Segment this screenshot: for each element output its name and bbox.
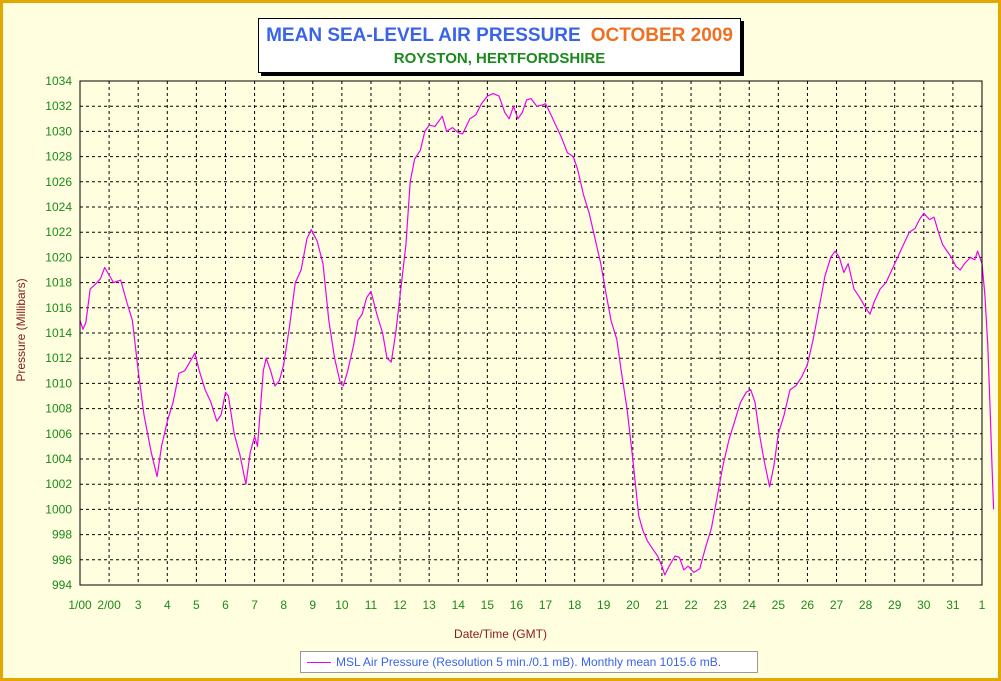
- y-tick-label: 1016: [45, 301, 72, 315]
- series-layer: [79, 93, 995, 576]
- y-tick-label: 1032: [45, 99, 72, 113]
- x-axis-label: Date/Time (GMT): [454, 627, 547, 641]
- y-tick-label: 1002: [45, 477, 72, 491]
- title-main: MEAN SEA-LEVEL AIR PRESSURE: [266, 25, 581, 46]
- x-tick-label: 25: [772, 598, 786, 612]
- chart-subtitle: ROYSTON, HERTFORDSHIRE: [393, 50, 606, 67]
- y-tick-label: 1004: [45, 452, 72, 466]
- x-axis: 1/00 2/00 3 4 5 6 7 8 9 10 11 12 13 14 15 16 17 18 19 20 21 2…: [68, 598, 985, 612]
- y-tick-label: 1020: [45, 250, 72, 264]
- x-tick-label: 1/00: [68, 598, 92, 612]
- y-tick-label: 998: [52, 528, 72, 542]
- y-tick-label: 1030: [45, 124, 72, 138]
- y-tick-label: 1014: [45, 326, 72, 340]
- x-tick-label: 27: [830, 598, 844, 612]
- x-tick-label: 7: [251, 598, 258, 612]
- x-tick-label: 9: [309, 598, 316, 612]
- x-tick-label: 22: [684, 598, 698, 612]
- x-tick-label: 3: [135, 598, 142, 612]
- x-tick-label: 4: [164, 598, 171, 612]
- x-tick-label: 5: [193, 598, 200, 612]
- plot-border: [79, 80, 983, 586]
- y-tick-label: 1018: [45, 276, 72, 290]
- x-tick-label: 14: [452, 598, 466, 612]
- x-tick-label: 23: [713, 598, 727, 612]
- x-tick-label: 11: [365, 598, 378, 612]
- legend-label: MSL Air Pressure (Resolution 5 min./0.1 …: [336, 655, 722, 669]
- y-tick-label: 1022: [45, 225, 72, 239]
- x-tick-label: 15: [481, 598, 495, 612]
- chart-title: MEAN SEA-LEVEL AIR PRESSURE OCTOBER 2009: [259, 25, 740, 47]
- y-tick-label: 1006: [45, 427, 72, 441]
- x-tick-label: 28: [859, 598, 873, 612]
- x-tick-label: 29: [888, 598, 902, 612]
- x-tick-label: 30: [917, 598, 931, 612]
- x-tick-label: 1: [979, 598, 986, 612]
- x-tick-label: 12: [393, 598, 407, 612]
- legend-swatch: [307, 661, 331, 663]
- y-tick-label: 996: [52, 553, 72, 567]
- x-tick-label: 8: [280, 598, 287, 612]
- x-tick-label: 16: [510, 598, 524, 612]
- x-tick-label: 13: [422, 598, 436, 612]
- y-tick-label: 1028: [45, 150, 72, 164]
- x-tick-label: 2/00: [97, 598, 121, 612]
- grid: [79, 80, 983, 586]
- y-tick-label: 1024: [45, 200, 72, 214]
- y-axis: 994 996 998 1000 1002 1004 1006 1008 1010 1012 101…: [45, 74, 72, 592]
- y-tick-label: 1010: [45, 376, 72, 390]
- x-tick-label: 17: [539, 598, 553, 612]
- legend: MSL Air Pressure (Resolution 5 min./0.1 …: [300, 651, 758, 673]
- title-box: MEAN SEA-LEVEL AIR PRESSURE OCTOBER 2009 …: [258, 18, 741, 73]
- y-axis-label: Pressure (Millibars): [14, 278, 28, 382]
- x-tick-label: 10: [335, 598, 349, 612]
- y-tick-label: 1008: [45, 402, 72, 416]
- title-month: OCTOBER 2009: [590, 25, 733, 46]
- x-tick-label: 6: [222, 598, 229, 612]
- y-tick-label: 1034: [45, 74, 72, 88]
- series-line: [79, 93, 995, 576]
- y-tick-label: 1012: [45, 351, 72, 365]
- x-tick-label: 31: [946, 598, 960, 612]
- x-tick-label: 21: [655, 598, 669, 612]
- y-tick-label: 994: [52, 578, 72, 592]
- y-tick-label: 1026: [45, 175, 72, 189]
- y-tick-label: 1000: [45, 502, 72, 516]
- x-tick-label: 18: [568, 598, 582, 612]
- x-tick-label: 26: [801, 598, 815, 612]
- x-tick-label: 24: [743, 598, 757, 612]
- x-tick-label: 20: [626, 598, 640, 612]
- x-tick-label: 19: [597, 598, 611, 612]
